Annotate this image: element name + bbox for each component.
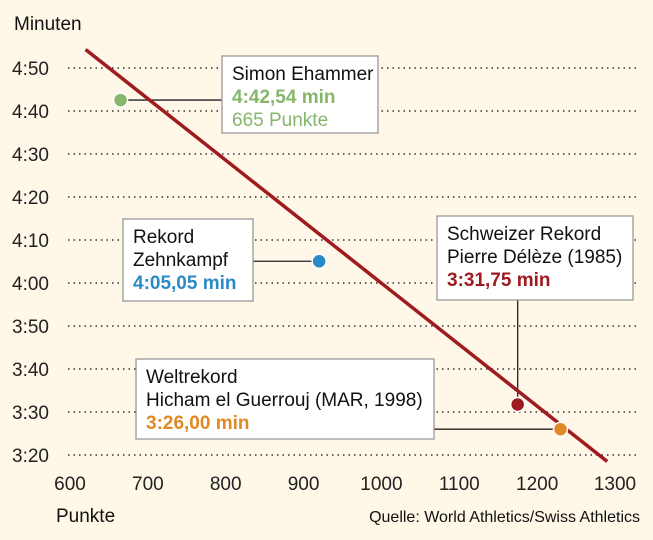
- source-note: Quelle: World Athletics/Swiss Athletics: [369, 509, 640, 526]
- annotation-box: [135, 358, 435, 440]
- x-tick-label: 800: [210, 474, 242, 495]
- y-tick-label: 4:20: [12, 188, 49, 209]
- marker-weltrekord: [552, 421, 569, 437]
- x-tick-label: 900: [288, 474, 320, 495]
- x-tick-label: 1000: [360, 474, 402, 495]
- annotation-value: 3:26,00 min: [146, 413, 250, 434]
- annotation-text: Rekord: [133, 227, 194, 248]
- x-tick-label: 600: [54, 474, 86, 495]
- y-axis-title: Minuten: [14, 14, 82, 35]
- y-tick-label: 4:30: [12, 145, 49, 166]
- annotation-text: Schweizer Rekord: [447, 224, 601, 245]
- annotation-text: Hicham el Guerrouj (MAR, 1998): [146, 390, 423, 411]
- y-tick-label: 4:50: [12, 59, 49, 80]
- series-line: [84, 48, 609, 463]
- x-tick-label: 700: [132, 474, 164, 495]
- y-tick-label: 3:40: [12, 360, 49, 381]
- marker-zehnkampf: [311, 253, 327, 270]
- annotation-text: Simon Ehammer: [232, 64, 374, 85]
- x-axis-title: Punkte: [56, 506, 115, 527]
- y-tick-label: 3:50: [12, 317, 49, 338]
- annotation-value: 4:05,05 min: [133, 273, 237, 294]
- x-tick-label: 1100: [439, 474, 480, 495]
- marker-schweizer-rekord: [509, 396, 526, 413]
- marker-ehammer: [112, 92, 129, 108]
- leader-lines: [120, 99, 561, 430]
- x-tick-label: 1300: [594, 474, 636, 495]
- annotation-value: 3:31,75 min: [447, 270, 551, 291]
- annotation-value: 4:42,54 min: [232, 87, 336, 108]
- annotation-text: Pierre Délèze (1985): [447, 247, 622, 268]
- x-tick-labels: 600 700 800 900 1000 1100 1200 1300: [54, 474, 636, 495]
- markers: [112, 92, 569, 437]
- annotation-extra: 665 Punkte: [232, 110, 328, 131]
- annotation-text: Zehnkampf: [133, 250, 229, 271]
- trend-line: [84, 48, 609, 463]
- annotation-text: Weltrekord: [146, 367, 238, 388]
- y-tick-label: 4:00: [12, 274, 49, 295]
- y-tick-label: 4:10: [12, 231, 49, 252]
- y-tick-label: 4:40: [12, 102, 49, 123]
- annotation-box: [122, 218, 254, 302]
- y-tick-label: 3:30: [12, 403, 49, 424]
- annotation-box: [221, 55, 379, 134]
- y-tick-label: 3:20: [12, 446, 49, 467]
- x-tick-label: 1200: [516, 474, 558, 495]
- annotation-box: [436, 215, 634, 301]
- y-tick-labels: 3:20 3:30 3:40 3:50 4:00 4:10 4:20 4:30 4:40 4:50: [12, 59, 49, 467]
